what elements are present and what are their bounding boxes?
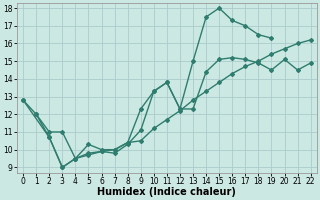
X-axis label: Humidex (Indice chaleur): Humidex (Indice chaleur) (98, 187, 236, 197)
